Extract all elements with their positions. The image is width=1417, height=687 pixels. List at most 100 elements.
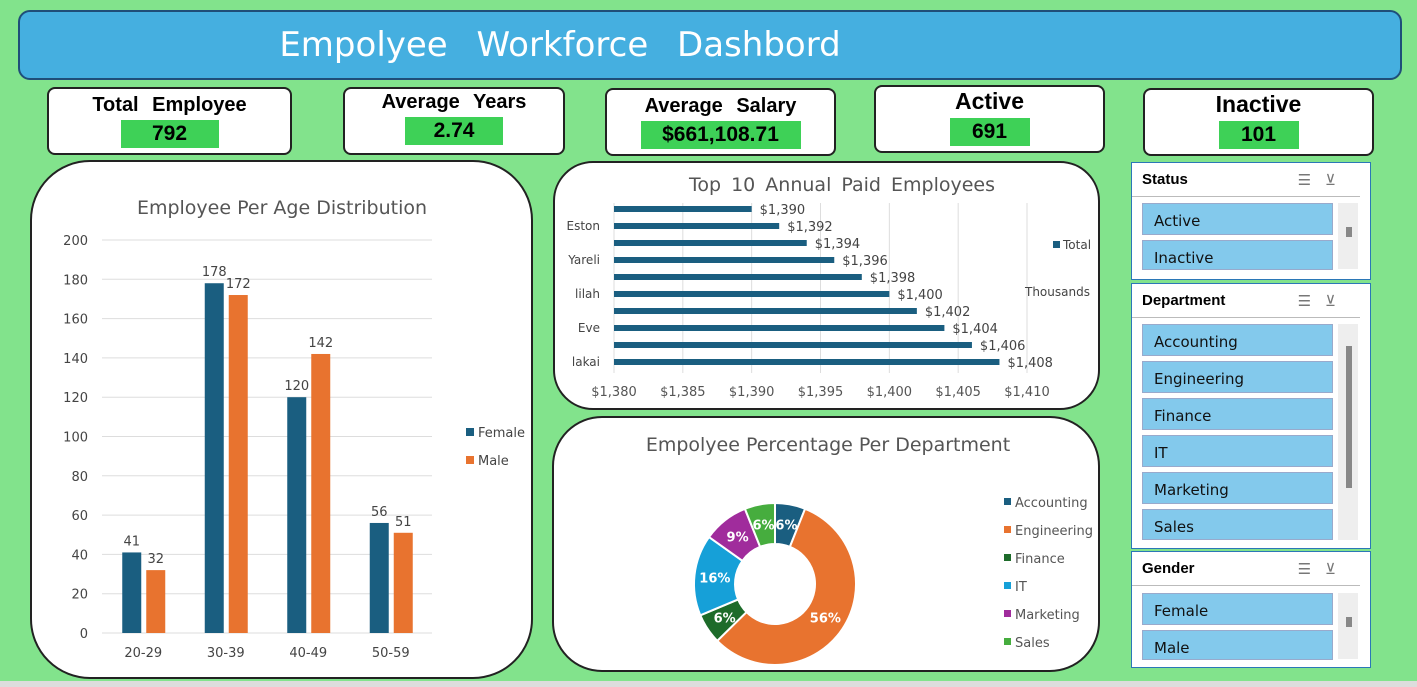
- y-category-label: Eston: [567, 219, 601, 233]
- data-label: 16%: [699, 571, 730, 586]
- top10-chart: Top 10 Annual Paid Employees $1,380 $1,385…: [567, 174, 1092, 400]
- age-distribution-chart: Employee Per Age Distribution 0 20 40 60 80 10…: [63, 197, 525, 661]
- slicer-item-male[interactable]: Male: [1142, 630, 1333, 660]
- gender-slicer: Gender ☰⊻ Female Male: [1131, 551, 1371, 668]
- bar-total: [614, 240, 807, 246]
- slicer-scrollbar[interactable]: [1338, 593, 1358, 659]
- data-label: 178: [202, 265, 227, 280]
- x-tick-label: 30-39: [207, 646, 245, 661]
- unit-label: Thousands: [1024, 285, 1090, 299]
- department-chart: Empolyee Percentage Per Department 6% 56% 6…: [646, 434, 1093, 666]
- slice-sales: [743, 501, 776, 549]
- kpi-value: 691: [949, 118, 1030, 146]
- bar-total: [614, 308, 917, 314]
- slicer-scrollbar[interactable]: [1338, 324, 1358, 540]
- slicer-item-marketing[interactable]: Marketing: [1142, 472, 1333, 504]
- data-label: $1,402: [925, 305, 971, 320]
- data-label: 6%: [753, 519, 775, 534]
- slicer-item-inactive[interactable]: Inactive: [1142, 240, 1333, 270]
- slicer-item-engineering[interactable]: Engineering: [1142, 361, 1333, 393]
- kpi-label: Average Years: [381, 91, 527, 113]
- data-label: 9%: [727, 530, 749, 545]
- kpi-value: 2.74: [405, 117, 503, 145]
- x-tick-label: $1,380: [591, 385, 637, 400]
- clear-filter-icon[interactable]: ⊻: [1325, 292, 1350, 310]
- data-label: 6%: [714, 612, 736, 627]
- clear-filter-icon[interactable]: ⊻: [1325, 171, 1350, 189]
- x-tick-label: $1,395: [798, 385, 844, 400]
- x-tick-label: $1,385: [660, 385, 706, 400]
- data-label: $1,408: [1007, 356, 1053, 371]
- kpi-inactive: Inactive 101: [1143, 88, 1374, 156]
- data-label: 41: [123, 534, 140, 549]
- slicer-title: Status: [1142, 171, 1188, 188]
- data-label: 56%: [810, 612, 841, 627]
- y-tick-label: 80: [71, 470, 88, 485]
- y-tick-label: 60: [71, 509, 88, 524]
- status-slicer: Status ☰⊻ Active Inactive: [1131, 162, 1371, 280]
- multi-select-icon[interactable]: ☰: [1297, 171, 1326, 189]
- chart-title: Employee Per Age Distribution: [137, 197, 427, 219]
- bar-female: [122, 552, 142, 633]
- data-label: $1,406: [980, 339, 1026, 354]
- kpi-label: Inactive: [1215, 91, 1302, 117]
- dashboard-header: Empolyee Workforce Dashbord: [18, 10, 1402, 80]
- slicer-item-it[interactable]: IT: [1142, 435, 1333, 467]
- x-tick-label: 20-29: [124, 646, 162, 661]
- legend-label: Male: [478, 454, 509, 469]
- y-tick-label: 200: [63, 234, 88, 249]
- x-tick-label: 40-49: [289, 646, 327, 661]
- top10-panel: Top 10 Annual Paid Employees $1,380 $1,385…: [553, 161, 1100, 410]
- data-label: $1,390: [760, 203, 806, 218]
- data-label: $1,400: [897, 288, 943, 303]
- kpi-average-salary: Average Salary $661,108.71: [605, 88, 836, 156]
- y-category-label: Yareli: [567, 253, 600, 267]
- data-label: 172: [226, 277, 251, 292]
- data-label: $1,404: [952, 322, 998, 337]
- slicer-item-female[interactable]: Female: [1142, 593, 1333, 625]
- kpi-value: 101: [1218, 121, 1299, 149]
- bar-male: [393, 532, 413, 633]
- sheet-tabs-bar[interactable]: [0, 681, 1417, 687]
- y-tick-label: 0: [80, 627, 88, 642]
- slicer-scrollbar[interactable]: [1338, 203, 1358, 269]
- kpi-label: Average Salary: [644, 95, 797, 117]
- bar-female: [204, 283, 224, 633]
- legend-swatch: [1004, 638, 1011, 645]
- kpi-value: $661,108.71: [640, 121, 801, 149]
- slicer-item-active[interactable]: Active: [1142, 203, 1333, 235]
- data-label: 120: [284, 379, 309, 394]
- clear-filter-icon[interactable]: ⊻: [1325, 560, 1350, 578]
- kpi-label: Active: [954, 88, 1025, 114]
- legend-label: Marketing: [1015, 608, 1080, 623]
- kpi-label: Total Employee: [92, 94, 247, 116]
- y-tick-label: 120: [63, 391, 88, 406]
- legend-swatch: [1004, 554, 1011, 561]
- legend-label: Finance: [1015, 552, 1065, 567]
- legend-swatch: [1004, 526, 1011, 533]
- bar-total: [614, 274, 862, 280]
- legend-label: Engineering: [1015, 524, 1093, 539]
- bar-total: [614, 359, 1000, 365]
- y-category-label: Eve: [578, 321, 600, 335]
- multi-select-icon[interactable]: ☰: [1297, 560, 1326, 578]
- bar-total: [614, 325, 945, 331]
- slicer-item-accounting[interactable]: Accounting: [1142, 324, 1333, 356]
- bar-male: [228, 295, 248, 633]
- data-label: $1,394: [815, 237, 861, 252]
- slicer-item-finance[interactable]: Finance: [1142, 398, 1333, 430]
- x-tick-label: $1,400: [867, 385, 913, 400]
- y-tick-label: 100: [63, 431, 88, 446]
- legend-swatch: [1053, 241, 1060, 248]
- y-tick-label: 160: [63, 313, 88, 328]
- y-category-label: lakai: [572, 355, 600, 369]
- multi-select-icon[interactable]: ☰: [1297, 292, 1326, 310]
- slicer-title: Department: [1142, 292, 1226, 309]
- department-slicer: Department ☰⊻ Accounting Engineering Fina…: [1131, 283, 1371, 549]
- kpi-value: 792: [120, 120, 219, 148]
- legend-swatch: [1004, 582, 1011, 589]
- x-tick-label: $1,390: [729, 385, 775, 400]
- y-tick-label: 40: [71, 548, 88, 563]
- slicer-item-sales[interactable]: Sales: [1142, 509, 1333, 540]
- bar-total: [614, 223, 780, 229]
